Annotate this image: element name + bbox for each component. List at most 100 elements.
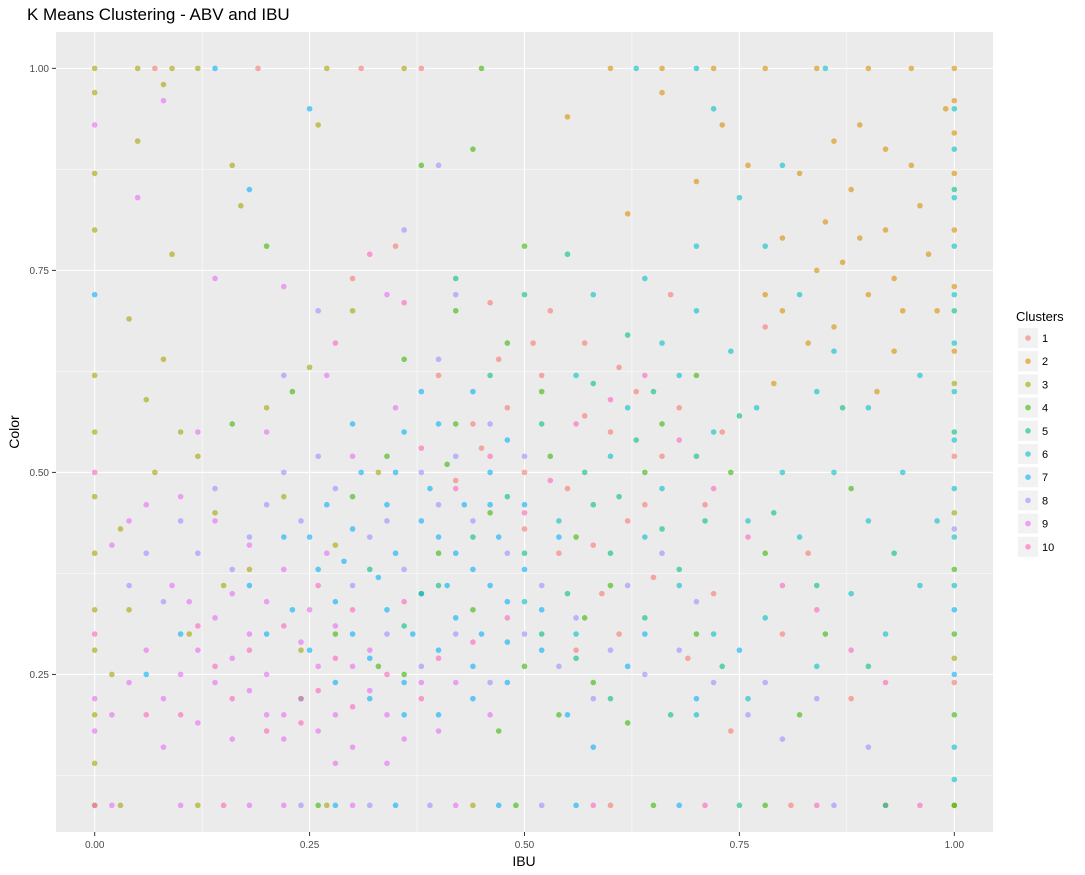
data-point [736, 194, 743, 201]
data-point [865, 404, 872, 411]
data-point [109, 712, 115, 718]
legend-item-5: 5 [1018, 420, 1048, 441]
data-point [538, 372, 545, 379]
data-point [332, 485, 339, 492]
data-point [693, 307, 700, 314]
data-point [521, 469, 528, 476]
data-point [659, 526, 665, 532]
data-point [281, 736, 287, 742]
data-point [212, 275, 218, 282]
data-point [418, 663, 425, 670]
data-point [951, 712, 958, 718]
data-point [521, 501, 528, 508]
data-point [418, 590, 425, 597]
series-cluster-10 [91, 251, 923, 809]
data-point [779, 736, 786, 742]
grid-lines [56, 32, 993, 832]
data-point [538, 421, 545, 427]
data-point [693, 178, 700, 185]
data-point [788, 802, 794, 809]
data-point [865, 518, 872, 524]
data-point [418, 388, 425, 395]
data-point [91, 712, 98, 718]
data-point [917, 372, 923, 379]
data-point [951, 97, 958, 104]
data-point [169, 251, 175, 258]
data-point [882, 631, 889, 637]
data-point [143, 550, 150, 557]
data-point [212, 615, 218, 621]
data-point [349, 802, 356, 809]
data-point [452, 453, 459, 460]
data-point [315, 566, 321, 573]
data-point [255, 65, 261, 72]
data-point [195, 623, 201, 629]
data-point [134, 138, 141, 144]
data-point [521, 453, 528, 460]
data-point [650, 802, 657, 809]
data-point [951, 744, 958, 750]
data-point [281, 712, 287, 718]
data-point [607, 65, 614, 72]
data-point [91, 647, 98, 653]
data-point [642, 671, 648, 678]
data-point [710, 485, 717, 492]
data-point [487, 712, 493, 718]
data-point [538, 388, 545, 395]
data-point [951, 631, 958, 637]
data-point [212, 679, 218, 686]
y-axis-ticks: 0.25 0.50 0.75 1.00 [30, 64, 56, 681]
data-point [556, 550, 562, 557]
data-point [951, 671, 958, 678]
data-point [762, 243, 768, 249]
data-point [607, 396, 614, 403]
data-point [452, 421, 459, 427]
data-point [195, 550, 201, 557]
data-point [349, 526, 356, 532]
data-point [624, 404, 631, 411]
data-point [401, 429, 407, 435]
data-point [452, 307, 459, 314]
data-point [487, 453, 493, 460]
data-point [693, 243, 700, 249]
data-point [934, 518, 940, 524]
data-point [91, 89, 98, 96]
data-point [624, 211, 631, 217]
legend-label: 10 [1042, 542, 1054, 554]
data-point [177, 712, 184, 718]
data-point [349, 663, 356, 670]
data-point [246, 582, 253, 589]
data-point [246, 647, 253, 653]
data-point [349, 275, 356, 282]
data-point [246, 542, 253, 548]
data-point [564, 485, 571, 492]
data-point [281, 623, 287, 629]
data-point [323, 65, 330, 72]
data-point [152, 65, 158, 72]
data-point [160, 744, 167, 750]
x-axis-ticks: 0.00 0.25 0.50 0.75 1.00 [85, 832, 964, 851]
data-point [435, 582, 442, 589]
data-point [831, 348, 837, 354]
data-point [590, 501, 597, 508]
data-point [332, 679, 339, 686]
data-point [435, 162, 442, 169]
legend-label: 7 [1042, 472, 1048, 484]
data-point [495, 802, 502, 809]
data-point [177, 671, 184, 678]
data-point [470, 802, 476, 809]
series-cluster-6 [521, 65, 958, 783]
data-point [478, 631, 485, 637]
data-point [917, 202, 923, 209]
data-point [762, 802, 768, 809]
data-point [384, 291, 390, 298]
data-point [229, 421, 236, 427]
data-point [229, 162, 236, 169]
data-point [899, 307, 906, 314]
x-tick-label: 0.00 [85, 840, 105, 851]
data-point [109, 802, 115, 809]
data-point [951, 606, 958, 613]
data-point [495, 728, 502, 734]
data-point [91, 291, 98, 298]
data-point [848, 485, 854, 492]
